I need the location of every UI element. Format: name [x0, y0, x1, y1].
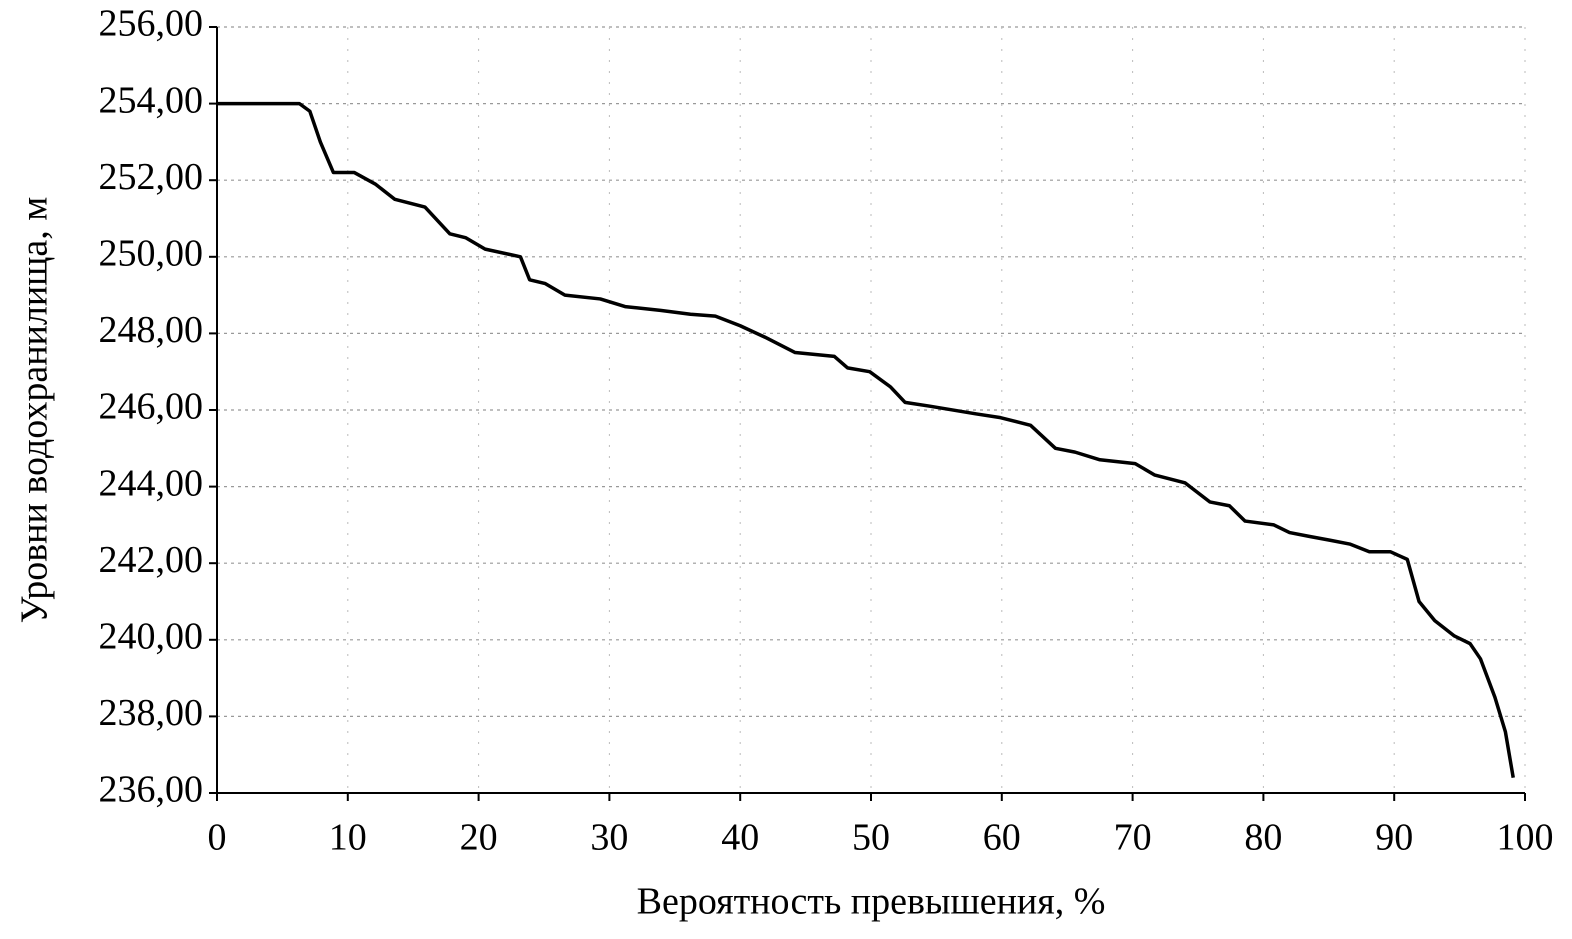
- x-tick-label: 90: [1375, 817, 1413, 859]
- x-tick-label: 30: [590, 817, 628, 859]
- y-tick-label: 252,00: [99, 156, 204, 198]
- y-tick-label: 238,00: [99, 692, 204, 734]
- x-tick-label: 100: [1497, 817, 1554, 859]
- x-tick-label: 40: [721, 817, 759, 859]
- x-tick-label: 70: [1114, 817, 1152, 859]
- y-tick-label: 242,00: [99, 539, 204, 581]
- x-tick-label: 20: [460, 817, 498, 859]
- data-line: [217, 101, 1515, 778]
- x-tick-label: 50: [852, 817, 890, 859]
- x-axis-title: Вероятность превышения, %: [637, 881, 1106, 923]
- y-tick-label: 250,00: [99, 233, 204, 275]
- y-tick-label: 246,00: [99, 386, 204, 428]
- y-tick-label: 244,00: [99, 462, 204, 504]
- x-tick-label: 0: [208, 817, 227, 859]
- y-tick-label: 254,00: [99, 79, 204, 121]
- x-tick-label: 80: [1244, 817, 1282, 859]
- y-tick-label: 248,00: [99, 309, 204, 351]
- y-axis-title: Уровни водохранилища, м: [14, 197, 56, 624]
- y-tick-label: 240,00: [99, 616, 204, 658]
- y-tick-label: 256,00: [99, 3, 204, 45]
- y-tick-label: 236,00: [99, 769, 204, 811]
- x-tick-label: 60: [983, 817, 1021, 859]
- x-tick-label: 10: [329, 817, 367, 859]
